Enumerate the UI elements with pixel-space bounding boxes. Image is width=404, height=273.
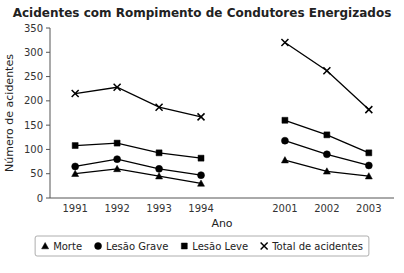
series-line xyxy=(75,43,369,117)
title: Acidentes com Rompimento de Condutores E… xyxy=(13,6,392,20)
x-tick-label: 2002 xyxy=(314,203,339,214)
x-axis-label: Ano xyxy=(211,217,232,230)
series-point xyxy=(156,165,163,172)
legend-label: Morte xyxy=(53,241,82,252)
y-tick xyxy=(46,76,50,77)
x-tick-label: 1991 xyxy=(62,203,87,214)
series-point xyxy=(156,173,163,179)
legend-marker xyxy=(42,243,49,249)
series-point xyxy=(156,104,163,111)
legend-marker xyxy=(181,243,187,249)
series-point xyxy=(198,172,205,179)
y-tick-label: 0 xyxy=(37,193,43,204)
series-point xyxy=(365,173,372,179)
series-point xyxy=(114,156,121,163)
series-point xyxy=(323,151,330,158)
y-axis-line xyxy=(50,28,51,198)
series-point xyxy=(282,117,288,123)
series-line xyxy=(75,120,369,158)
x-tick-label: 2001 xyxy=(272,203,297,214)
series-point xyxy=(366,150,372,156)
y-tick xyxy=(46,52,50,53)
y-tick-label: 100 xyxy=(24,144,43,155)
series-line xyxy=(75,160,369,183)
series-point xyxy=(114,165,121,171)
series-point xyxy=(72,90,79,97)
y-tick-label: 200 xyxy=(24,95,43,106)
y-tick-label: 250 xyxy=(24,71,43,82)
series-point xyxy=(323,67,330,74)
y-tick xyxy=(46,100,50,101)
y-tick-label: 350 xyxy=(24,23,43,34)
y-axis-label: Número de acidentes xyxy=(3,54,16,172)
series-point xyxy=(114,84,121,91)
series-point xyxy=(323,168,330,174)
legend-marker xyxy=(261,243,268,250)
x-tick-label: 2003 xyxy=(356,203,381,214)
series-point xyxy=(72,170,79,176)
legend: Morte Lesão Grave Lesão Leve Total de acide… xyxy=(35,236,369,256)
y-tick xyxy=(46,173,50,174)
legend-box xyxy=(35,236,369,256)
x-tick-label: 1992 xyxy=(104,203,129,214)
series-point xyxy=(365,162,372,169)
legend-marker xyxy=(95,243,102,250)
plot-area xyxy=(72,39,373,186)
series-point xyxy=(281,39,288,46)
y-tick-label: 300 xyxy=(24,47,43,58)
chart: Acidentes com Rompimento de Condutores E… xyxy=(0,0,404,273)
y-tick xyxy=(46,28,50,29)
legend-label: Lesão Grave xyxy=(106,241,168,252)
series-point xyxy=(198,155,204,161)
series-point xyxy=(156,150,162,156)
series-point xyxy=(324,132,330,138)
y-tick-label: 150 xyxy=(24,120,43,131)
y-tick xyxy=(46,125,50,126)
x-tick-label: 1994 xyxy=(188,203,213,214)
y-tick-label: 50 xyxy=(30,168,43,179)
series-point xyxy=(72,143,78,149)
y-tick xyxy=(46,149,50,150)
series-point xyxy=(281,137,288,144)
series-point xyxy=(281,157,288,163)
series-point xyxy=(365,106,372,113)
x-axis-line xyxy=(50,198,394,199)
series-line xyxy=(75,141,369,175)
y-tick xyxy=(46,198,50,199)
x-tick-label: 1993 xyxy=(146,203,171,214)
series-point xyxy=(72,163,79,170)
legend-label: Lesão Leve xyxy=(192,241,248,252)
legend-label: Total de acidentes xyxy=(271,241,363,252)
series-point xyxy=(198,113,205,120)
series-point xyxy=(114,140,120,146)
series-point xyxy=(198,180,205,186)
